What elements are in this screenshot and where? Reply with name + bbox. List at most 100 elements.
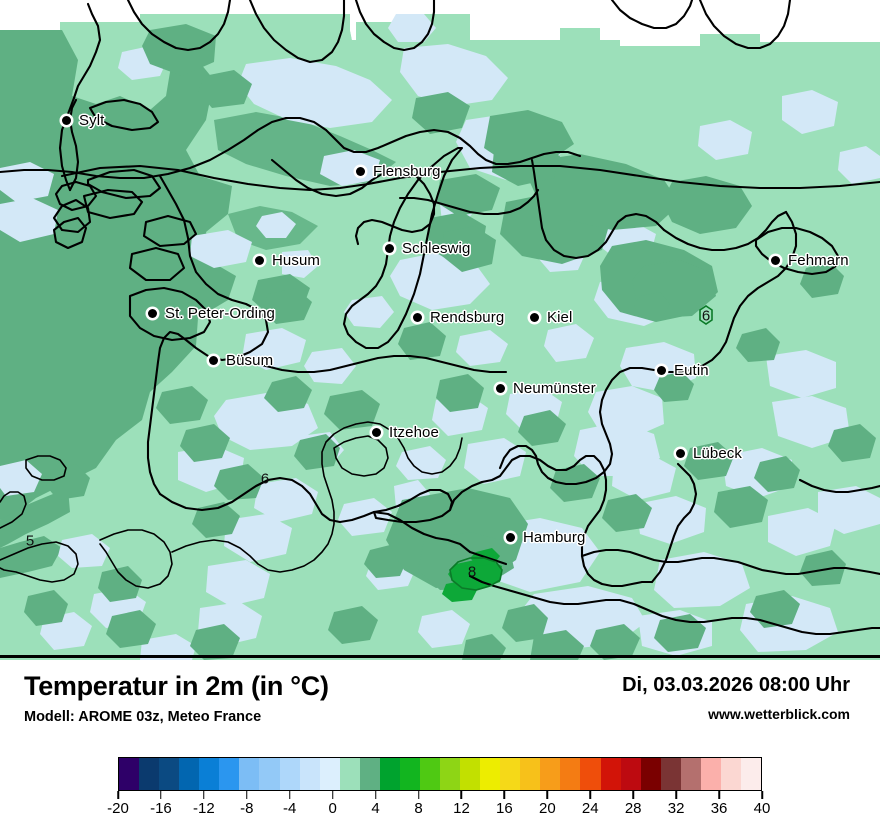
colorbar-tick	[117, 791, 119, 799]
colorbar-tick	[203, 791, 205, 799]
colorbar-tick	[460, 791, 463, 799]
city-dot-icon	[530, 313, 539, 322]
colorbar-tick-label: 4	[371, 800, 380, 817]
city-label: Büsum	[226, 352, 274, 369]
colorbar-swatch	[460, 758, 481, 790]
contour-value-label: 5	[25, 532, 35, 550]
colorbar-swatch	[259, 758, 280, 790]
contour-value-label: 6	[701, 307, 711, 325]
colorbar-swatch	[700, 758, 721, 790]
city-dot-icon	[496, 384, 505, 393]
colorbar-swatch	[239, 758, 260, 790]
city-label: Sylt	[79, 112, 105, 129]
city-label: Hamburg	[523, 529, 586, 546]
city-dot-icon	[255, 256, 264, 265]
city-label: Flensburg	[373, 163, 441, 180]
colorbar-tick	[288, 791, 291, 799]
site-url: www.wetterblick.com	[708, 706, 850, 722]
city-marker: Husum	[255, 252, 320, 269]
city-marker: Hamburg	[506, 529, 585, 546]
colorbar-tick	[632, 791, 634, 799]
colorbar-tick-label: 12	[453, 800, 470, 817]
colorbar-tick	[503, 791, 506, 799]
colorbar-tick-label: 0	[328, 800, 337, 817]
colorbar-tick-label: 8	[414, 800, 423, 817]
colorbar-labels: -20 -16 -12 -8 -4 0 4 8 12 16 20 24 28 32 36 40	[107, 800, 770, 820]
colorbar-swatch	[399, 758, 420, 790]
weather-map[interactable]: Sylt Flensburg Schleswig Husum Fehmarn St. Pe…	[0, 0, 880, 660]
colorbar-tick	[589, 791, 592, 799]
colorbar-swatch	[319, 758, 340, 790]
colorbar-swatch	[520, 758, 541, 790]
colorbar-swatch	[179, 758, 200, 790]
colorbar-swatch	[640, 758, 661, 790]
colorbar-swatch	[440, 758, 461, 790]
colorbar-swatch	[540, 758, 561, 790]
colorbar-swatch	[339, 758, 360, 790]
contour-value-label: 8	[467, 563, 477, 581]
colorbar[interactable]: -20 -16 -12 -8 -4 0 4 8 12 16 20 24 28 32 36 40	[107, 757, 770, 820]
city-marker: Kiel	[530, 309, 572, 326]
colorbar-swatch	[480, 758, 501, 790]
colorbar-tick-label: 20	[538, 800, 556, 817]
colorbar-swatch	[620, 758, 641, 790]
city-label: Schleswig	[402, 240, 471, 257]
city-marker: Itzehoe	[372, 424, 439, 441]
colorbar-tick-label: -4	[283, 800, 297, 817]
colorbar-tick	[374, 791, 377, 799]
colorbar-tick-label: 24	[581, 800, 599, 817]
meta-block: Di, 03.03.2026 08:00 Uhr www.wetterblick…	[622, 674, 850, 722]
colorbar-tick	[417, 791, 420, 799]
city-label: Kiel	[547, 309, 573, 326]
colorbar-swatch	[560, 758, 581, 790]
colorbar-swatch	[419, 758, 440, 790]
colorbar-tick	[546, 791, 549, 799]
city-label: Itzehoe	[389, 424, 439, 441]
legend-footer: Temperatur in 2m (in °C) Modell: AROME 0…	[0, 660, 880, 830]
city-dot-icon	[385, 244, 394, 253]
city-dot-icon	[209, 356, 218, 365]
valid-time: Di, 03.03.2026 08:00 Uhr	[622, 674, 850, 696]
city-label: Fehmarn	[788, 252, 849, 269]
colorbar-swatch	[379, 758, 400, 790]
city-marker: Lübeck	[676, 445, 742, 462]
colorbar-tick-label: -16	[150, 800, 172, 817]
city-marker: Büsum	[209, 352, 273, 369]
city-label: Eutin	[674, 362, 709, 379]
city-label: Husum	[272, 252, 321, 269]
colorbar-tick-label: -8	[240, 800, 254, 817]
city-dot-icon	[676, 449, 685, 458]
colorbar-swatch	[720, 758, 741, 790]
city-marker: Sylt	[62, 112, 104, 129]
map-raster	[0, 0, 880, 660]
colorbar-swatch	[740, 758, 761, 790]
colorbar-swatch	[299, 758, 320, 790]
colorbar-swatches[interactable]	[118, 757, 762, 791]
colorbar-swatch	[580, 758, 601, 790]
colorbar-tick	[246, 791, 248, 799]
colorbar-tick-label: 16	[496, 800, 513, 817]
colorbar-swatch	[500, 758, 521, 790]
city-marker: Eutin	[657, 362, 709, 379]
page-title: Temperatur in 2m (in °C)	[24, 671, 329, 701]
colorbar-swatch	[159, 758, 180, 790]
colorbar-swatch	[359, 758, 380, 790]
colorbar-tick	[761, 791, 763, 799]
colorbar-swatch	[600, 758, 621, 790]
city-marker: Rendsburg	[413, 309, 504, 326]
city-dot-icon	[356, 167, 365, 176]
city-dot-icon	[372, 428, 381, 437]
colorbar-tick-label: 32	[667, 800, 685, 817]
colorbar-tick	[331, 791, 334, 799]
colorbar-swatch	[119, 758, 140, 790]
colorbar-tick-label: -20	[107, 800, 129, 817]
city-dot-icon	[657, 366, 666, 375]
city-dot-icon	[506, 533, 515, 542]
colorbar-swatch	[219, 758, 240, 790]
colorbar-tick-label: 36	[710, 800, 728, 817]
colorbar-tick	[718, 791, 720, 799]
city-dot-icon	[62, 116, 71, 125]
city-marker: Flensburg	[356, 163, 441, 180]
city-dot-icon	[413, 313, 422, 322]
colorbar-ticks	[117, 791, 763, 799]
